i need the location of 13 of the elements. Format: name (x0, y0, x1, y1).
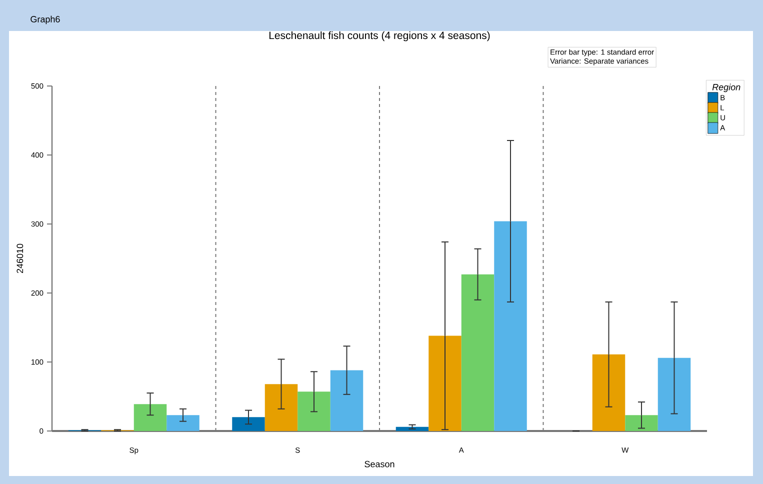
y-axis-title: 246010 (16, 244, 24, 274)
x-axis-title: Season (364, 460, 394, 468)
legend-title: Region (712, 84, 740, 92)
bar (166, 415, 200, 431)
bar (461, 274, 494, 431)
chart-title: Leschenault fish counts (4 regions x 4 seasons) (269, 31, 490, 42)
bar (625, 415, 658, 431)
caption: Graph6 (30, 16, 60, 24)
bar (396, 426, 429, 431)
bar (494, 221, 527, 431)
bar (232, 417, 265, 431)
bar (330, 370, 364, 431)
bar (134, 404, 167, 431)
